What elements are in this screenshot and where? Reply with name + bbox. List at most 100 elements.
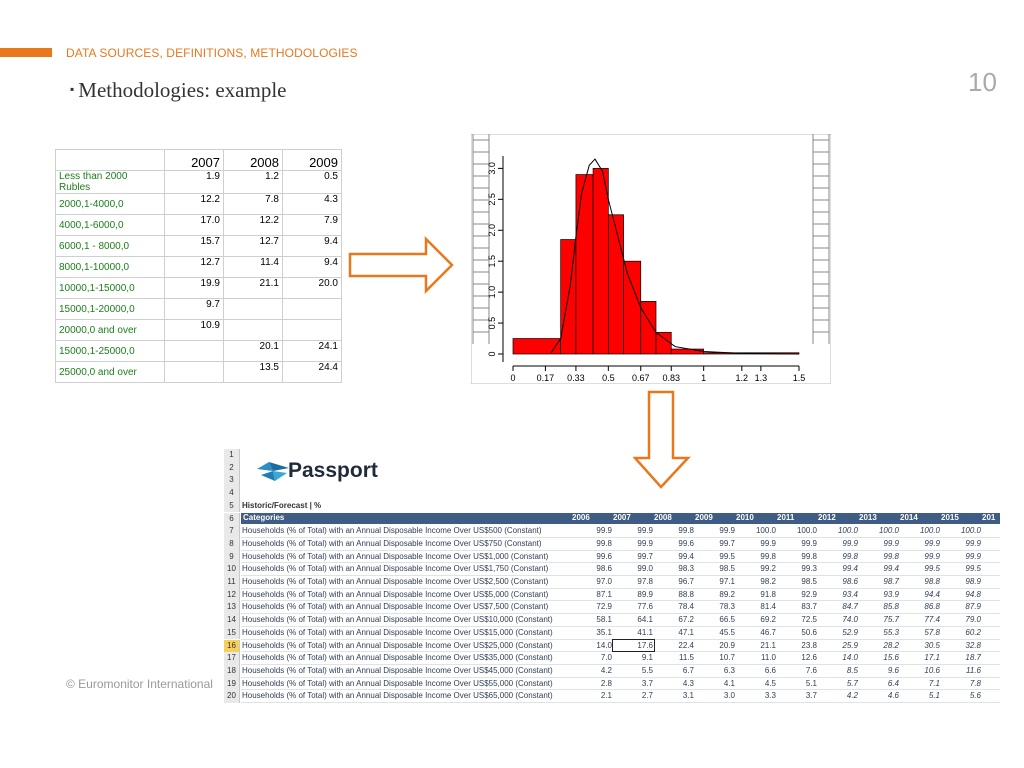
row-number[interactable]: 16	[224, 639, 240, 653]
category-cell[interactable]: Households (% of Total) with an Annual D…	[242, 589, 549, 599]
category-cell[interactable]: Households (% of Total) with an Annual D…	[242, 653, 553, 663]
value-cell[interactable]: 14.0	[596, 640, 612, 650]
value-cell[interactable]: 99.9	[965, 551, 981, 561]
value-cell[interactable]: 67.2	[678, 615, 694, 625]
value-cell[interactable]: 35.1	[596, 627, 612, 637]
value-cell[interactable]: 4.6	[887, 691, 899, 701]
value-cell[interactable]: 4.2	[846, 691, 858, 701]
value-cell[interactable]: 79.0	[965, 615, 981, 625]
value-cell[interactable]: 99.0	[637, 564, 653, 574]
category-cell[interactable]: Households (% of Total) with an Annual D…	[242, 691, 553, 701]
category-cell[interactable]: Households (% of Total) with an Annual D…	[242, 526, 542, 536]
value-cell[interactable]: 52.9	[842, 627, 858, 637]
value-cell[interactable]: 30.5	[924, 640, 940, 650]
value-cell[interactable]: 88.8	[678, 589, 694, 599]
value-cell[interactable]: 7.8	[969, 678, 981, 688]
value-cell[interactable]: 99.8	[760, 551, 776, 561]
value-cell[interactable]: 99.5	[924, 564, 940, 574]
value-cell[interactable]: 100.0	[919, 526, 940, 536]
row-number[interactable]: 1	[224, 449, 240, 462]
value-cell[interactable]: 81.4	[760, 602, 776, 612]
value-cell[interactable]: 11.5	[679, 653, 694, 663]
category-cell[interactable]: Households (% of Total) with an Annual D…	[242, 665, 553, 675]
value-cell[interactable]: 58.1	[596, 615, 612, 625]
value-cell[interactable]: 99.4	[842, 564, 858, 574]
value-cell[interactable]: 77.6	[637, 602, 653, 612]
value-cell[interactable]: 99.9	[801, 538, 817, 548]
value-cell[interactable]: 84.7	[842, 602, 858, 612]
value-cell[interactable]: 99.8	[883, 551, 899, 561]
row-number[interactable]: 7	[224, 525, 240, 538]
row-number[interactable]: 4	[224, 487, 240, 500]
value-cell[interactable]: 11.0	[761, 653, 776, 663]
value-cell[interactable]: 74.0	[842, 615, 858, 625]
value-cell[interactable]: 5.1	[805, 678, 817, 688]
value-cell[interactable]: 99.9	[760, 538, 776, 548]
value-cell[interactable]: 99.8	[678, 526, 694, 536]
value-cell[interactable]: 3.1	[682, 691, 694, 701]
value-cell[interactable]: 93.9	[883, 589, 899, 599]
value-cell[interactable]: 60.2	[965, 627, 981, 637]
value-cell[interactable]: 4.1	[723, 678, 735, 688]
row-number[interactable]: 19	[224, 677, 240, 691]
value-cell[interactable]: 50.6	[801, 627, 817, 637]
category-cell[interactable]: Households (% of Total) with an Annual D…	[242, 551, 549, 561]
value-cell[interactable]: 97.0	[596, 577, 612, 586]
row-number[interactable]: 6	[224, 512, 240, 526]
value-cell[interactable]: 3.7	[641, 678, 653, 688]
value-cell[interactable]: 17.1	[924, 653, 940, 663]
value-cell[interactable]: 99.8	[596, 538, 612, 548]
value-cell[interactable]: 18.7	[965, 653, 981, 663]
value-cell[interactable]: 3.0	[723, 691, 735, 701]
value-cell[interactable]: 21.1	[760, 640, 776, 650]
category-cell[interactable]: Households (% of Total) with an Annual D…	[242, 640, 553, 650]
value-cell[interactable]: 100.0	[960, 526, 981, 536]
selected-cell[interactable]	[612, 638, 655, 653]
value-cell[interactable]: 3.7	[805, 691, 817, 701]
value-cell[interactable]: 99.3	[801, 564, 817, 574]
row-number[interactable]: 10	[224, 563, 240, 576]
value-cell[interactable]: 5.1	[928, 691, 940, 701]
value-cell[interactable]: 11.6	[966, 665, 981, 675]
category-cell[interactable]: Households (% of Total) with an Annual D…	[242, 577, 549, 586]
row-number[interactable]: 5	[224, 499, 240, 513]
value-cell[interactable]: 15.6	[883, 653, 899, 663]
value-cell[interactable]: 98.6	[842, 577, 858, 586]
row-number[interactable]: 17	[224, 652, 240, 665]
value-cell[interactable]: 77.4	[924, 615, 940, 625]
value-cell[interactable]: 100.0	[796, 526, 817, 536]
row-number[interactable]: 18	[224, 664, 240, 678]
value-cell[interactable]: 99.9	[842, 538, 858, 548]
category-cell[interactable]: Households (% of Total) with an Annual D…	[242, 615, 553, 625]
value-cell[interactable]: 96.7	[678, 577, 694, 586]
category-cell[interactable]: Households (% of Total) with an Annual D…	[242, 678, 553, 688]
value-cell[interactable]: 99.9	[637, 526, 653, 536]
row-number[interactable]: 11	[224, 576, 240, 589]
row-number[interactable]: 12	[224, 588, 240, 602]
value-cell[interactable]: 2.1	[600, 691, 612, 701]
value-cell[interactable]: 87.1	[596, 589, 612, 599]
value-cell[interactable]: 99.9	[596, 526, 612, 536]
value-cell[interactable]: 99.5	[965, 564, 981, 574]
value-cell[interactable]: 17.6	[637, 640, 653, 650]
value-cell[interactable]: 32.8	[965, 640, 981, 650]
value-cell[interactable]: 20.9	[719, 640, 735, 650]
row-number[interactable]: 14	[224, 614, 240, 627]
value-cell[interactable]: 99.8	[842, 551, 858, 561]
value-cell[interactable]: 98.5	[801, 577, 817, 586]
row-number[interactable]: 13	[224, 601, 240, 615]
value-cell[interactable]: 3.3	[764, 691, 776, 701]
value-cell[interactable]: 78.3	[719, 602, 735, 612]
value-cell[interactable]: 23.8	[801, 640, 817, 650]
value-cell[interactable]: 99.9	[637, 538, 653, 548]
value-cell[interactable]: 4.3	[682, 678, 694, 688]
value-cell[interactable]: 75.7	[883, 615, 899, 625]
value-cell[interactable]: 10.7	[719, 653, 735, 663]
value-cell[interactable]: 85.8	[883, 602, 899, 612]
value-cell[interactable]: 64.1	[637, 615, 653, 625]
value-cell[interactable]: 72.5	[801, 615, 817, 625]
value-cell[interactable]: 6.6	[764, 665, 776, 675]
value-cell[interactable]: 7.6	[805, 665, 817, 675]
value-cell[interactable]: 99.2	[760, 564, 776, 574]
value-cell[interactable]: 94.8	[965, 589, 981, 599]
